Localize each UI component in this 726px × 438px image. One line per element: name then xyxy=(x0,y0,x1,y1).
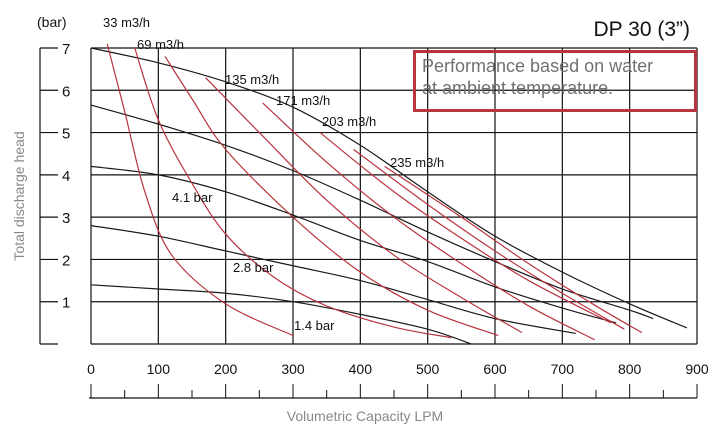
y-unit-label: (bar) xyxy=(37,14,67,30)
note-line-1: Performance based on water xyxy=(422,56,654,76)
x-tick-label: 600 xyxy=(483,361,507,377)
air-consumption-curve xyxy=(164,56,499,337)
y-tick-label: 1 xyxy=(62,295,70,312)
air-consumption-curve xyxy=(134,47,452,339)
air-consumption-curve xyxy=(262,102,595,341)
y-tick-label: 6 xyxy=(62,83,70,100)
pressure-curve xyxy=(90,284,472,345)
pressure-curve xyxy=(90,47,688,329)
x-tick-label: 700 xyxy=(551,361,575,377)
x-tick-label: 500 xyxy=(416,361,440,377)
air-curve-label: 235 m3/h xyxy=(390,155,444,170)
chart-title: DP 30 (3”) xyxy=(593,18,690,41)
air-consumption-curve xyxy=(106,43,294,337)
y-tick-label: 3 xyxy=(62,210,70,227)
y-tick-label: 2 xyxy=(62,252,70,269)
pressure-curve-label: 2.8 bar xyxy=(233,260,274,275)
x-tick-label: 300 xyxy=(281,361,305,377)
pressure-curve xyxy=(90,225,576,335)
pressure-curve xyxy=(90,165,617,324)
x-tick-label: 800 xyxy=(618,361,642,377)
air-curve-label: 33 m3/h xyxy=(103,15,150,30)
pressure-curve-label: 4.1 bar xyxy=(172,190,213,205)
x-tick-label: 900 xyxy=(685,361,709,377)
air-curve-label: 69 m3/h xyxy=(137,37,184,52)
air-curve-label: 203 m3/h xyxy=(322,114,376,129)
air-consumption-curve xyxy=(205,77,523,334)
air-consumption-curve xyxy=(319,132,612,324)
note-box: Performance based on water at ambient te… xyxy=(413,50,697,112)
x-tick-label: 400 xyxy=(349,361,373,377)
x-tick-label: 200 xyxy=(214,361,238,377)
y-tick-label: 5 xyxy=(62,126,70,143)
pressure-curve-label: 1.4 bar xyxy=(294,318,335,333)
air-curve-label: 135 m3/h xyxy=(225,72,279,87)
x-tick-label: 100 xyxy=(147,361,171,377)
x-tick-label: 0 xyxy=(87,361,95,377)
note-line-2: at ambient temperature. xyxy=(422,78,614,98)
y-axis-title: Total discharge head xyxy=(11,131,27,260)
y-tick-label: 7 xyxy=(62,41,70,58)
pressure-curve xyxy=(90,104,654,320)
air-consumption-curve xyxy=(353,149,625,330)
x-axis-title: Volumetric Capacity LPM xyxy=(287,408,443,424)
y-tick-label: 4 xyxy=(62,168,70,185)
air-curve-label: 171 m3/h xyxy=(276,93,330,108)
air-consumption-curve xyxy=(384,165,643,334)
